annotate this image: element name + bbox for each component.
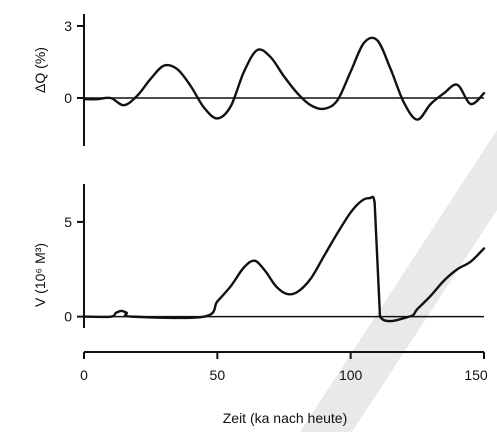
y-ticks-volume: 05: [64, 214, 84, 325]
panel-delta-q: 03 ΔQ (%): [32, 14, 486, 146]
delta-q-series-line: [82, 36, 486, 121]
y-tick-label-delta-q: 3: [64, 18, 72, 34]
y-tick-label-volume: 5: [64, 214, 72, 230]
x-ticks: 0 50 100 150: [80, 352, 488, 383]
x-axis: 0 50 100 150 Zeit (ka nach heute): [80, 351, 488, 426]
x-tick-label: 100: [339, 367, 363, 383]
y-tick-label-delta-q: 0: [64, 90, 72, 106]
panel-volume: 05 V (10⁶ M³): [32, 184, 486, 328]
y-axis-title-volume: V (10⁶ M³): [32, 243, 48, 307]
y-axis-title-delta-q: ΔQ (%): [32, 47, 48, 93]
y-ticks-delta-q: 03: [64, 18, 84, 106]
x-tick-label: 150: [464, 367, 488, 383]
watermark-band: [300, 130, 497, 432]
x-tick-label: 0: [80, 367, 88, 383]
volume-series-line: [82, 195, 486, 323]
x-axis-title: Zeit (ka nach heute): [223, 410, 348, 426]
y-tick-label-volume: 0: [64, 309, 72, 325]
x-tick-label: 50: [210, 367, 226, 383]
